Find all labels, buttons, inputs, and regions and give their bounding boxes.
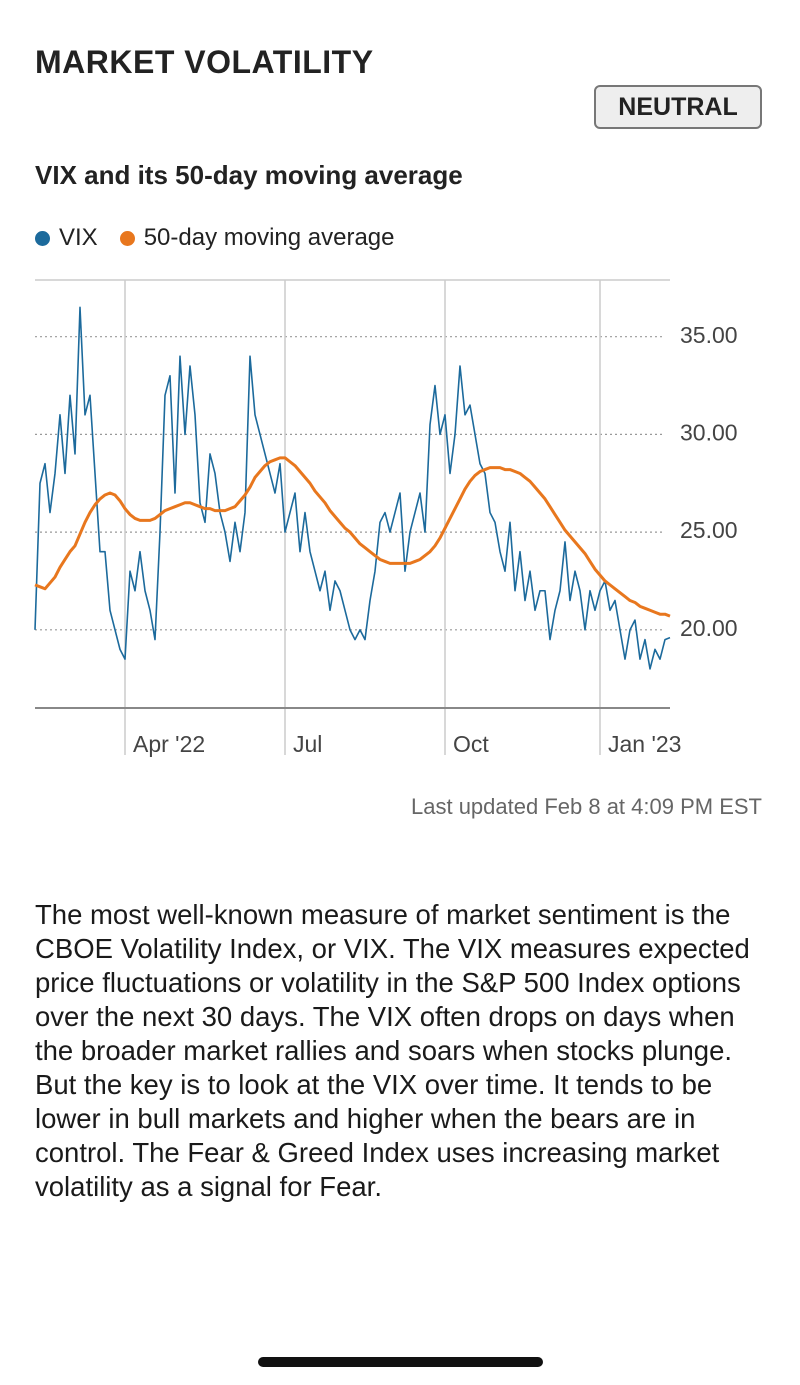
legend-marker: [35, 230, 50, 246]
legend-marker: [119, 230, 135, 246]
home-indicator: [258, 1357, 543, 1367]
x-tick-label: Oct: [453, 731, 489, 757]
legend-label: VIX: [59, 224, 98, 251]
chart: 20.00 25.00 30.00 35.00 Apr '22 Jul Oct Jan '23: [34, 279, 738, 757]
description: The most well-known measure of market se…: [35, 899, 750, 1202]
y-tick-label: 35.00: [680, 322, 738, 348]
legend-item: 50-day moving average: [119, 224, 395, 252]
section-title: MARKET VOLATILITY: [35, 44, 374, 80]
x-tick-label: Jul: [293, 731, 322, 757]
legend: VIX 50-day moving average: [35, 224, 395, 252]
x-tick-label: Jan '23: [608, 731, 681, 757]
sentiment-badge: NEUTRAL: [594, 85, 762, 129]
y-tick-label: 20.00: [680, 615, 738, 641]
y-tick-label: 30.00: [680, 419, 738, 445]
series-line: [34, 306, 671, 670]
last-updated: Last updated Feb 8 at 4:09 PM EST: [411, 794, 762, 819]
series-line: [34, 456, 671, 618]
x-tick-label: Apr '22: [133, 731, 205, 757]
legend-label: 50-day moving average: [143, 224, 395, 251]
chart-title: VIX and its 50-day moving average: [35, 160, 463, 190]
y-tick-label: 25.00: [680, 517, 738, 543]
legend-item: VIX: [35, 224, 98, 252]
